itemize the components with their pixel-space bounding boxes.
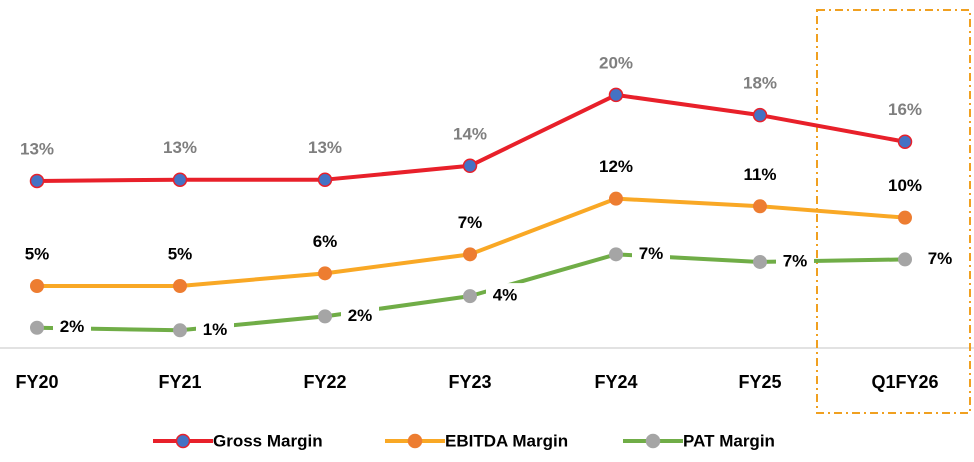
data-label: 5% [25,244,50,263]
marker [463,289,477,304]
data-label: 7% [639,244,664,263]
x-tick-label: FY25 [738,372,781,392]
highlight-box [816,9,971,414]
label-bg [776,248,814,275]
data-label: 5% [168,244,193,263]
marker [30,320,44,335]
legend-marker [645,433,661,449]
data-label: 11% [743,165,776,184]
marker [173,278,187,293]
label-bg [53,314,91,341]
marker [317,172,333,187]
marker [752,107,768,123]
marker [463,247,477,262]
marker [608,87,624,103]
data-label: 7% [928,249,953,268]
marker [897,134,913,149]
data-label: 10% [888,176,922,195]
data-label: 2% [60,317,85,336]
marker [753,199,767,214]
x-tick-label: FY20 [15,372,58,392]
marker [318,309,332,324]
legend-label: Gross Margin [213,431,323,450]
data-label: 18% [743,74,777,93]
marker [318,266,332,281]
x-tick-label: FY24 [594,372,637,392]
marker [172,172,188,187]
label-bg [632,241,670,268]
data-label: 20% [599,53,633,72]
legend-marker [175,433,191,449]
marker [609,247,623,262]
data-label: 4% [493,286,518,305]
line [37,196,906,288]
label-bg [196,317,234,344]
data-label: 2% [348,306,373,325]
legend-label: EBITDA Margin [445,431,568,450]
data-label: 1% [203,320,228,339]
x-tick-label: FY22 [303,372,346,392]
data-label: 13% [20,139,54,158]
label-bg [341,303,379,330]
marker [898,252,912,267]
x-tick-label: FY21 [158,372,201,392]
marker [173,323,187,338]
data-label: 13% [163,138,197,157]
data-label: 14% [453,124,487,143]
marker [29,173,45,189]
data-label: 7% [783,251,808,270]
data-label: 13% [308,138,342,157]
data-label: 12% [599,157,633,176]
data-label: 16% [888,100,922,119]
marker [609,191,623,206]
marker [753,254,767,269]
marker [462,158,478,174]
label-bg [921,246,959,273]
marker [898,210,912,225]
x-tick-label: Q1FY26 [871,372,938,392]
legend-marker [407,433,423,449]
data-label: 7% [458,213,483,232]
label-bg [486,283,524,310]
data-label: 6% [313,232,338,251]
x-tick-label: FY23 [448,372,491,392]
legend-label: PAT Margin [683,431,775,450]
marker [30,278,44,293]
